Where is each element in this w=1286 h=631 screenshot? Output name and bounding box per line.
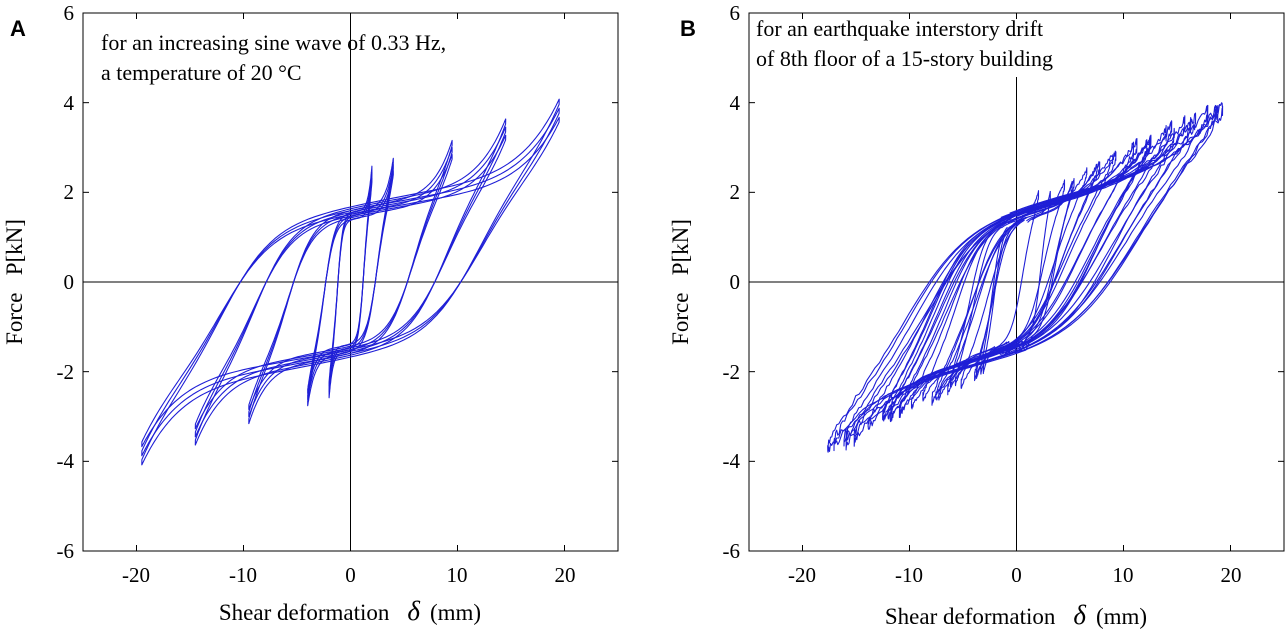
panel-b-ytick-label: 4: [730, 91, 741, 115]
panel-b-xtick-label: -20: [788, 563, 816, 587]
panel-a: A 0 6 4 2 -2 -4 -6 -20 -10 0 10 20 for a…: [2, 1, 619, 626]
panel-a-ytick-label: -2: [57, 360, 75, 384]
panel-b-annotation-line-1: for an earthquake interstory drift: [756, 16, 1043, 41]
panel-a-loop: [141, 116, 560, 448]
panel-b-xtick-label: 0: [1011, 563, 1022, 587]
panel-a-ytick-label: 2: [64, 180, 75, 204]
panel-a-loop: [194, 126, 507, 438]
panel-b-loop: [931, 177, 1075, 406]
panel-a-annotation-line-2: a temperature of 20 °C: [101, 60, 302, 85]
panel-a-loop: [141, 107, 560, 457]
panel-b-xtick-label: 20: [1221, 563, 1242, 587]
panel-a-ticks: [83, 12, 618, 552]
panel-b-xlabel-text: Shear deformation: [885, 604, 1056, 629]
panel-a-x-axis-title: Shear deformation δ (mm): [219, 596, 481, 626]
panel-b-ytick-label: 6: [730, 1, 741, 25]
panel-b-ytick-label: -2: [723, 360, 741, 384]
panel-a-ytick-label: 6: [64, 1, 75, 25]
panel-a-loop: [248, 154, 453, 410]
panel-b-ytick-label: 2: [730, 180, 741, 204]
panel-b-xlabel-symbol: δ: [1073, 600, 1086, 630]
panel-a-loop: [141, 98, 560, 466]
panel-a-xlabel-unit: (mm): [430, 600, 481, 625]
panel-a-loop: [194, 118, 507, 446]
panel-a-ytick-label: 0: [64, 270, 75, 294]
panel-b-ytick-label: 0: [730, 270, 741, 294]
panel-a-xtick-label: 10: [447, 563, 468, 587]
panel-a-xtick-label: 20: [555, 563, 576, 587]
panel-a-xlabel-symbol: δ: [407, 596, 420, 626]
panel-a-annotation-line-1: for an increasing sine wave of 0.33 Hz,: [101, 30, 446, 55]
panel-a-ytick-label: -6: [57, 539, 75, 563]
panel-a-ytick-label: -4: [57, 449, 75, 473]
panel-a-ytick-label: 4: [64, 91, 75, 115]
panel-b-annotation-line-2: of 8th floor of a 15-story building: [756, 46, 1053, 71]
panel-b-loop: [898, 136, 1152, 419]
panel-b-xtick-label: 10: [1113, 563, 1134, 587]
panel-a-label: A: [10, 16, 26, 41]
panel-b-label: B: [680, 16, 696, 41]
panel-b-hysteresis-curves: [827, 102, 1224, 453]
panel-b-ticks: [749, 12, 1284, 552]
panel-a-xtick-label: 0: [345, 563, 356, 587]
panel-b-loop: [974, 104, 1218, 382]
panel-b-xtick-label: -10: [895, 563, 923, 587]
panel-b-ytick-label: -6: [723, 539, 741, 563]
panel-b-ytick-label: -4: [723, 449, 741, 473]
panel-b-xlabel-unit: (mm): [1096, 604, 1147, 629]
panel-a-y-axis-title: Force P[kN]: [2, 219, 27, 345]
panel-b-loop: [867, 115, 1186, 430]
panel-b-loop: [980, 161, 1101, 375]
panel-a-hysteresis-curves: [141, 98, 560, 466]
panel-b-loop: [882, 154, 1114, 422]
panel-b-loop: [827, 112, 1197, 453]
panel-a-xtick-label: -10: [229, 563, 257, 587]
panel-a-xtick-label: -20: [122, 563, 150, 587]
panel-a-xlabel-text: Shear deformation: [219, 600, 390, 625]
panel-b-x-axis-title: Shear deformation δ (mm): [885, 600, 1147, 630]
panel-b: B 6 4 2 0 -2 -4 -6 -20 -10 0 10 20 for a…: [668, 1, 1285, 630]
panel-b-y-axis-title: Force P[kN]: [668, 219, 693, 345]
panel-a-loop: [194, 134, 507, 430]
